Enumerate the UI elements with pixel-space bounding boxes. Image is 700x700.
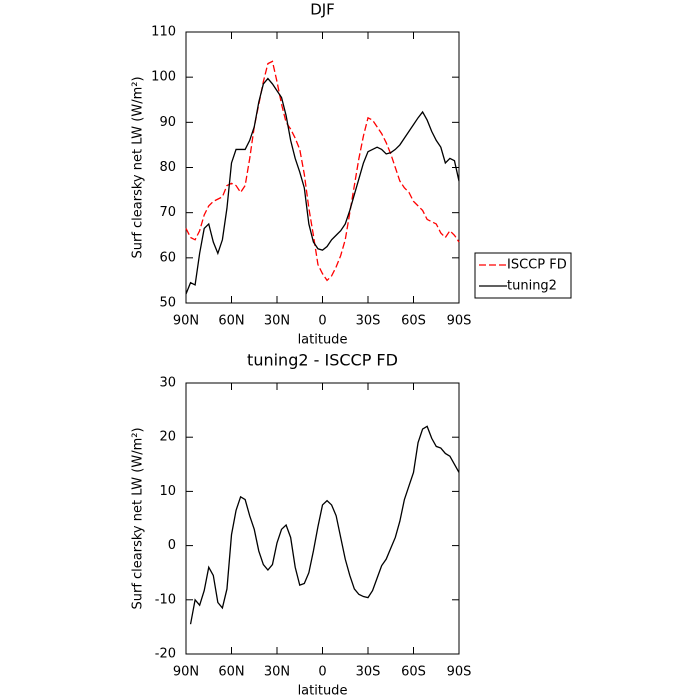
x-tick-label: 90N xyxy=(173,665,199,680)
y-tick-label: 100 xyxy=(151,70,176,85)
data-line xyxy=(185,77,460,295)
y-axis-label: Surf clearsky net LW (W/m²) xyxy=(131,76,146,258)
y-tick-label: -10 xyxy=(155,592,176,607)
x-tick-label: 60S xyxy=(401,665,426,680)
data-line xyxy=(189,425,460,625)
x-tick-label: 90S xyxy=(447,314,472,329)
x-tick-label: 30S xyxy=(356,665,381,680)
plot-frame xyxy=(185,382,460,655)
x-tick-label: 60N xyxy=(218,314,244,329)
x-tick-label: 30N xyxy=(264,314,290,329)
y-tick-label: 50 xyxy=(159,296,176,311)
y-tick-label: 30 xyxy=(159,376,176,391)
y-tick-label: 0 xyxy=(168,538,176,553)
y-tick-label: 60 xyxy=(159,250,176,265)
chart-title: DJF xyxy=(310,1,335,19)
y-axis-label: Surf clearsky net LW (W/m²) xyxy=(131,427,146,609)
x-tick-label: 90N xyxy=(173,314,199,329)
x-tick-label: 0 xyxy=(318,314,326,329)
y-tick-label: 110 xyxy=(151,25,176,40)
legend-label: tuning2 xyxy=(507,279,557,294)
y-tick-label: 10 xyxy=(159,484,176,499)
plot-frame xyxy=(185,31,460,304)
x-axis-label: latitude xyxy=(298,333,348,348)
x-tick-label: 60N xyxy=(218,665,244,680)
y-tick-label: 20 xyxy=(159,430,176,445)
y-tick-label: -20 xyxy=(155,647,176,662)
x-tick-label: 0 xyxy=(318,665,326,680)
x-tick-label: 90S xyxy=(447,665,472,680)
chart-title: tuning2 - ISCCP FD xyxy=(247,351,398,370)
y-tick-label: 70 xyxy=(159,205,176,220)
x-tick-label: 30N xyxy=(264,665,290,680)
legend-box xyxy=(474,252,572,299)
data-line xyxy=(185,60,460,282)
x-axis-label: latitude xyxy=(298,684,348,699)
x-tick-label: 30S xyxy=(356,314,381,329)
legend-label: ISCCP FD xyxy=(507,258,567,273)
y-tick-label: 80 xyxy=(159,160,176,175)
x-tick-label: 60S xyxy=(401,314,426,329)
y-tick-label: 90 xyxy=(159,115,176,130)
